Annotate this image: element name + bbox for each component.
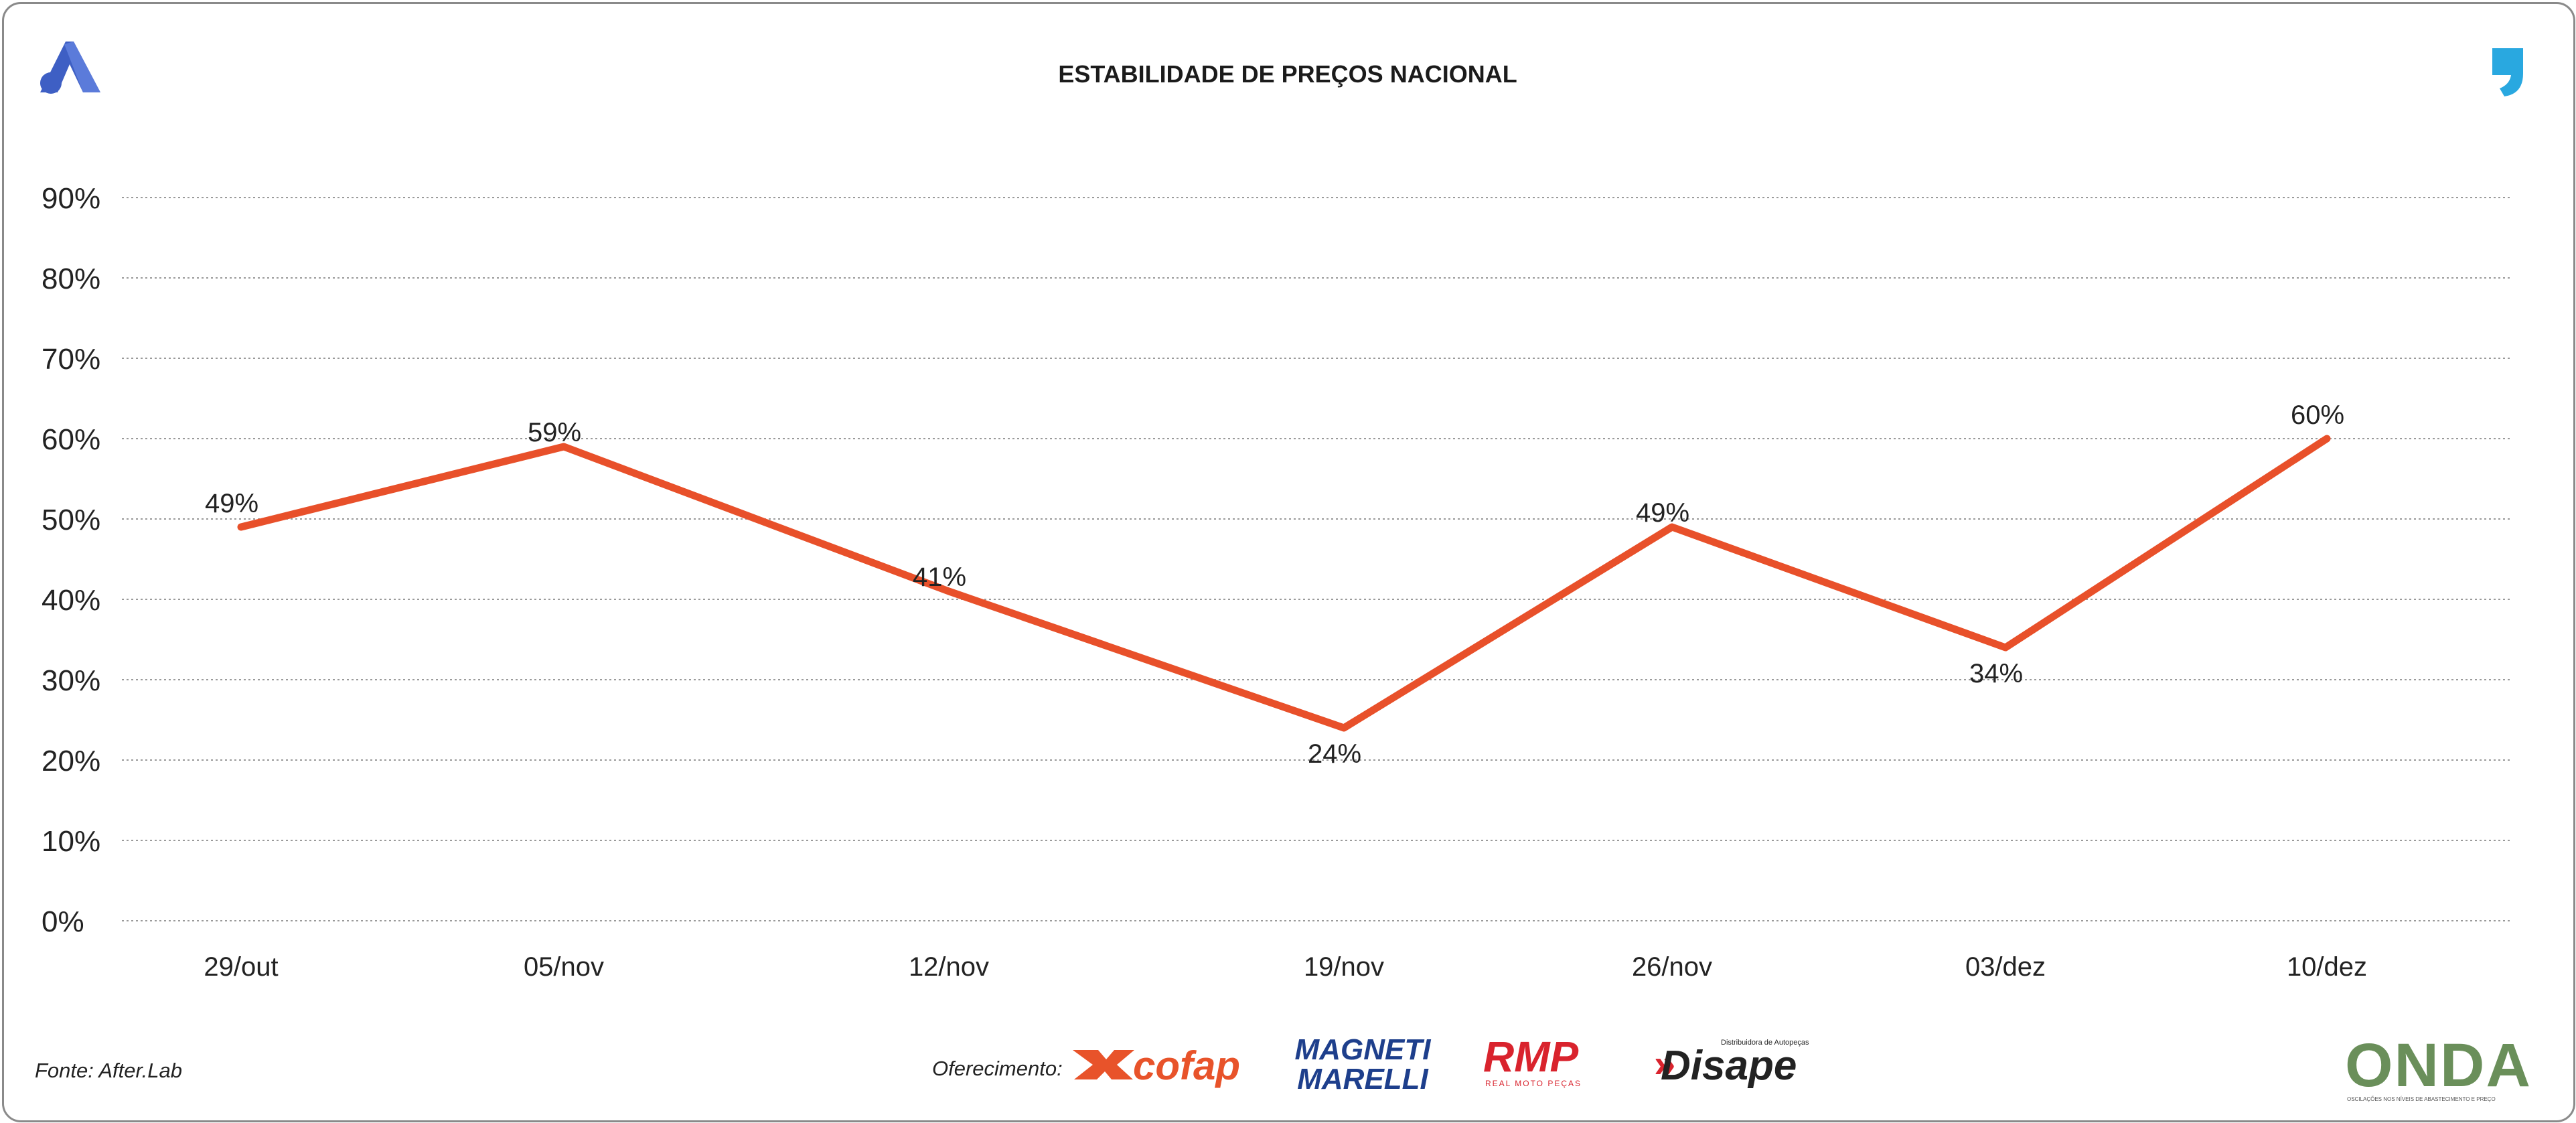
x-tick-label: 05/nov bbox=[524, 952, 604, 982]
rmp-logo-subtitle: REAL MOTO PEÇAS bbox=[1485, 1079, 1582, 1088]
data-label: 34% bbox=[1969, 659, 2023, 688]
x-tick-label: 26/nov bbox=[1632, 952, 1712, 982]
y-tick-label: 80% bbox=[42, 263, 100, 295]
y-tick-label: 20% bbox=[42, 745, 100, 777]
disape-logo: » Disape Distribuidora de Autopeças bbox=[1654, 1039, 1809, 1089]
series-line bbox=[237, 435, 2331, 732]
data-labels: 49% 59% 41% 24% 49% 34% 60% bbox=[205, 400, 2344, 769]
chart-title: ESTABILIDADE DE PREÇOS NACIONAL bbox=[1058, 60, 1517, 88]
y-tick-label: 40% bbox=[42, 584, 100, 617]
x-tick-label: 19/nov bbox=[1304, 952, 1384, 982]
grid-lines bbox=[122, 197, 2510, 921]
data-label: 60% bbox=[2291, 400, 2344, 430]
y-tick-label: 50% bbox=[42, 504, 100, 536]
rmp-logo-text: RMP bbox=[1483, 1033, 1579, 1081]
y-tick-label: 0% bbox=[42, 905, 84, 938]
disape-logo-text: Disape bbox=[1661, 1043, 1797, 1089]
cofap-logo: cofap bbox=[1073, 1043, 1240, 1088]
y-tick-label: 10% bbox=[42, 825, 100, 858]
onda-logo-subtitle: OSCILAÇÕES NOS NÍVEIS DE ABASTECIMENTO E… bbox=[2347, 1096, 2496, 1102]
data-label: 49% bbox=[1636, 498, 1689, 528]
sponsor-label: Oferecimento: bbox=[932, 1057, 1063, 1080]
x-axis-ticks: 29/out 05/nov 12/nov 19/nov 26/nov 03/dez 10/d… bbox=[204, 952, 2367, 982]
x-tick-label: 10/dez bbox=[2287, 952, 2367, 982]
x-tick-label: 12/nov bbox=[909, 952, 989, 982]
magneti-marelli-logo: MAGNETI MARELLI bbox=[1295, 1033, 1432, 1096]
onda-logo-text: ONDA bbox=[2345, 1031, 2532, 1100]
x-tick-label: 03/dez bbox=[1965, 952, 2046, 982]
cofap-logo-text: cofap bbox=[1133, 1043, 1240, 1088]
x-tick-label: 29/out bbox=[204, 952, 278, 982]
y-tick-label: 30% bbox=[42, 664, 100, 697]
series-line-group bbox=[237, 435, 2331, 732]
onda-logo: ONDA OSCILAÇÕES NOS NÍVEIS DE ABASTECIME… bbox=[2345, 1031, 2532, 1102]
source-note: Fonte: After.Lab bbox=[35, 1059, 182, 1082]
y-tick-label: 70% bbox=[42, 343, 100, 376]
disape-chevrons-icon: » bbox=[1654, 1042, 1675, 1085]
y-tick-label: 60% bbox=[42, 423, 100, 456]
magneti-logo-line2: MARELLI bbox=[1297, 1063, 1428, 1096]
y-axis-ticks: 0% 10% 20% 30% 40% 50% 60% 70% 80% 90% bbox=[42, 182, 100, 938]
magneti-logo-line1: MAGNETI bbox=[1295, 1033, 1432, 1066]
y-tick-label: 90% bbox=[42, 182, 100, 215]
disape-logo-subtitle: Distribuidora de Autopeças bbox=[1721, 1039, 1809, 1047]
data-label: 59% bbox=[528, 418, 581, 447]
quote-icon bbox=[2492, 48, 2523, 96]
data-label: 41% bbox=[913, 563, 966, 592]
brand-logo-icon bbox=[40, 42, 100, 94]
rmp-logo: RMP REAL MOTO PEÇAS bbox=[1483, 1033, 1582, 1088]
data-label: 49% bbox=[205, 489, 258, 518]
data-label: 24% bbox=[1308, 739, 1361, 769]
